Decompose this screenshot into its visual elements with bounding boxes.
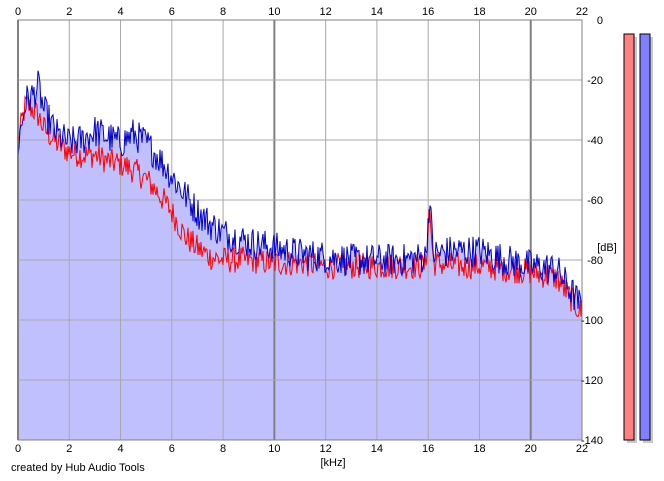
y-tick-label: 0 — [597, 15, 603, 27]
x-tick-label-top: 18 — [473, 6, 485, 18]
y-axis-label: [dB] — [597, 242, 617, 254]
x-tick-label-bottom: 4 — [117, 443, 123, 455]
x-tick-label-top: 20 — [525, 6, 537, 18]
y-tick-label: -80 — [587, 255, 603, 267]
x-tick-label-top: 22 — [576, 6, 588, 18]
x-tick-label-bottom: 10 — [268, 443, 280, 455]
x-tick-label-top: 8 — [220, 6, 226, 18]
spectrum-fill — [18, 70, 582, 440]
x-tick-label-top: 16 — [422, 6, 434, 18]
y-tick-label: -40 — [587, 135, 603, 147]
x-tick-label-top: 12 — [320, 6, 332, 18]
red-channel-line — [17, 94, 583, 318]
x-tick-label-bottom: 18 — [473, 443, 485, 455]
x-tick-label-bottom: 20 — [525, 443, 537, 455]
x-tick-label-bottom: 14 — [371, 443, 383, 455]
blue-channel-line — [17, 70, 583, 314]
y-tick-label: -20 — [587, 75, 603, 87]
x-axis-label: [kHz] — [320, 457, 345, 469]
x-tick-label-bottom: 22 — [576, 443, 588, 455]
x-tick-label-top: 14 — [371, 6, 383, 18]
y-tick-label: -140 — [581, 435, 603, 447]
plot-frame — [17, 19, 583, 441]
x-tick-label-bottom: 16 — [422, 443, 434, 455]
x-tick-label-top: 10 — [268, 6, 280, 18]
x-tick-label-bottom: 2 — [66, 443, 72, 455]
level-meter-right — [639, 33, 651, 441]
y-tick-label: -120 — [581, 375, 603, 387]
x-tick-label-top: 2 — [66, 6, 72, 18]
credit-text: created by Hub Audio Tools — [11, 462, 145, 474]
x-tick-label-top: 4 — [117, 6, 123, 18]
x-tick-label-top: 0 — [15, 6, 21, 18]
level-meter-left — [623, 33, 635, 441]
y-tick-label: -100 — [581, 315, 603, 327]
x-tick-label-top: 6 — [169, 6, 175, 18]
x-tick-label-bottom: 12 — [320, 443, 332, 455]
x-tick-label-bottom: 8 — [220, 443, 226, 455]
x-tick-label-bottom: 6 — [169, 443, 175, 455]
y-tick-label: -60 — [587, 195, 603, 207]
x-tick-label-bottom: 0 — [15, 443, 21, 455]
